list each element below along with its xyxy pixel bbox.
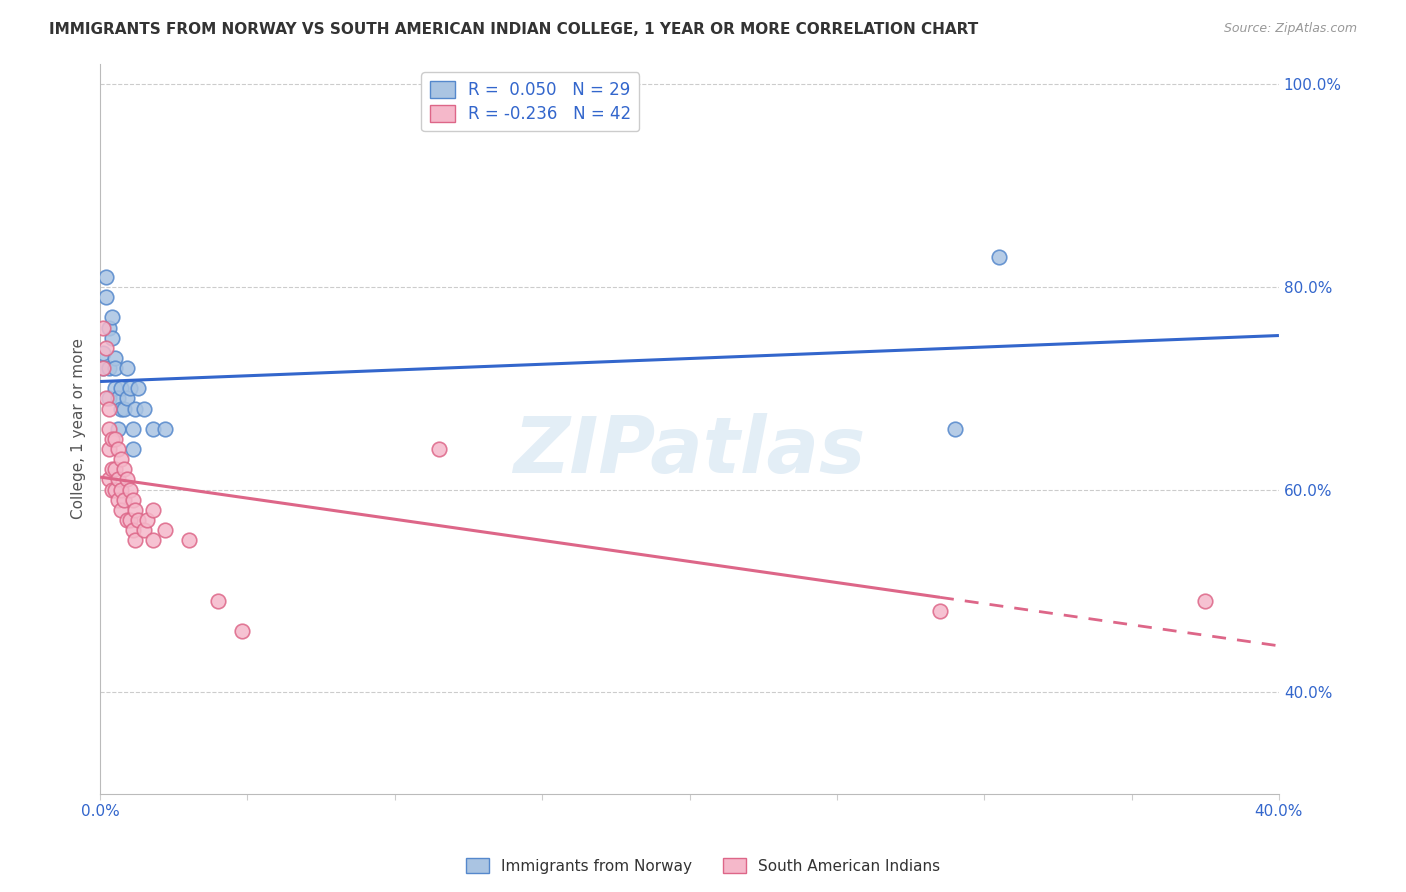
Point: [142, 503, 165, 517]
Point: [101, 331, 124, 345]
Point: [94, 269, 117, 284]
Point: [104, 361, 127, 376]
Legend: R =  0.050   N = 29, R = -0.236   N = 42: R = 0.050 N = 29, R = -0.236 N = 42: [422, 72, 640, 131]
Point: [101, 462, 124, 476]
Legend: Immigrants from Norway, South American Indians: Immigrants from Norway, South American I…: [460, 852, 946, 880]
Point: [427, 442, 450, 456]
Point: [98, 442, 121, 456]
Point: [98, 473, 121, 487]
Point: [127, 381, 149, 395]
Point: [91, 361, 114, 376]
Point: [207, 594, 229, 608]
Point: [104, 432, 127, 446]
Point: [98, 320, 121, 334]
Point: [110, 483, 132, 497]
Point: [134, 523, 156, 537]
Point: [98, 401, 121, 416]
Point: [94, 290, 117, 304]
Point: [115, 392, 138, 406]
Point: [121, 442, 143, 456]
Point: [121, 492, 143, 507]
Text: IMMIGRANTS FROM NORWAY VS SOUTH AMERICAN INDIAN COLLEGE, 1 YEAR OR MORE CORRELAT: IMMIGRANTS FROM NORWAY VS SOUTH AMERICAN…: [49, 22, 979, 37]
Point: [94, 341, 117, 355]
Point: [112, 401, 135, 416]
Point: [134, 401, 156, 416]
Point: [91, 320, 114, 334]
Point: [107, 422, 129, 436]
Point: [107, 473, 129, 487]
Point: [104, 483, 127, 497]
Point: [136, 513, 159, 527]
Point: [112, 462, 135, 476]
Point: [142, 533, 165, 548]
Point: [107, 492, 129, 507]
Point: [1194, 594, 1216, 608]
Point: [231, 624, 253, 639]
Point: [153, 422, 176, 436]
Point: [153, 523, 176, 537]
Text: Source: ZipAtlas.com: Source: ZipAtlas.com: [1223, 22, 1357, 36]
Point: [101, 483, 124, 497]
Point: [124, 503, 146, 517]
Point: [121, 523, 143, 537]
Point: [112, 492, 135, 507]
Point: [110, 503, 132, 517]
Point: [118, 381, 141, 395]
Point: [115, 473, 138, 487]
Point: [98, 361, 121, 376]
Point: [91, 346, 114, 360]
Point: [110, 401, 132, 416]
Point: [115, 361, 138, 376]
Point: [91, 361, 114, 376]
Point: [98, 392, 121, 406]
Point: [142, 422, 165, 436]
Point: [943, 422, 966, 436]
Point: [110, 381, 132, 395]
Point: [104, 462, 127, 476]
Text: ZIPatlas: ZIPatlas: [513, 413, 866, 489]
Y-axis label: College, 1 year or more: College, 1 year or more: [72, 338, 86, 519]
Point: [118, 483, 141, 497]
Point: [94, 392, 117, 406]
Point: [104, 381, 127, 395]
Point: [98, 422, 121, 436]
Point: [115, 513, 138, 527]
Point: [127, 513, 149, 527]
Point: [107, 442, 129, 456]
Point: [121, 422, 143, 436]
Point: [110, 452, 132, 467]
Point: [177, 533, 200, 548]
Point: [988, 250, 1011, 264]
Point: [124, 401, 146, 416]
Point: [124, 533, 146, 548]
Point: [104, 351, 127, 365]
Point: [107, 392, 129, 406]
Point: [101, 310, 124, 325]
Point: [118, 513, 141, 527]
Point: [101, 432, 124, 446]
Point: [929, 604, 952, 618]
